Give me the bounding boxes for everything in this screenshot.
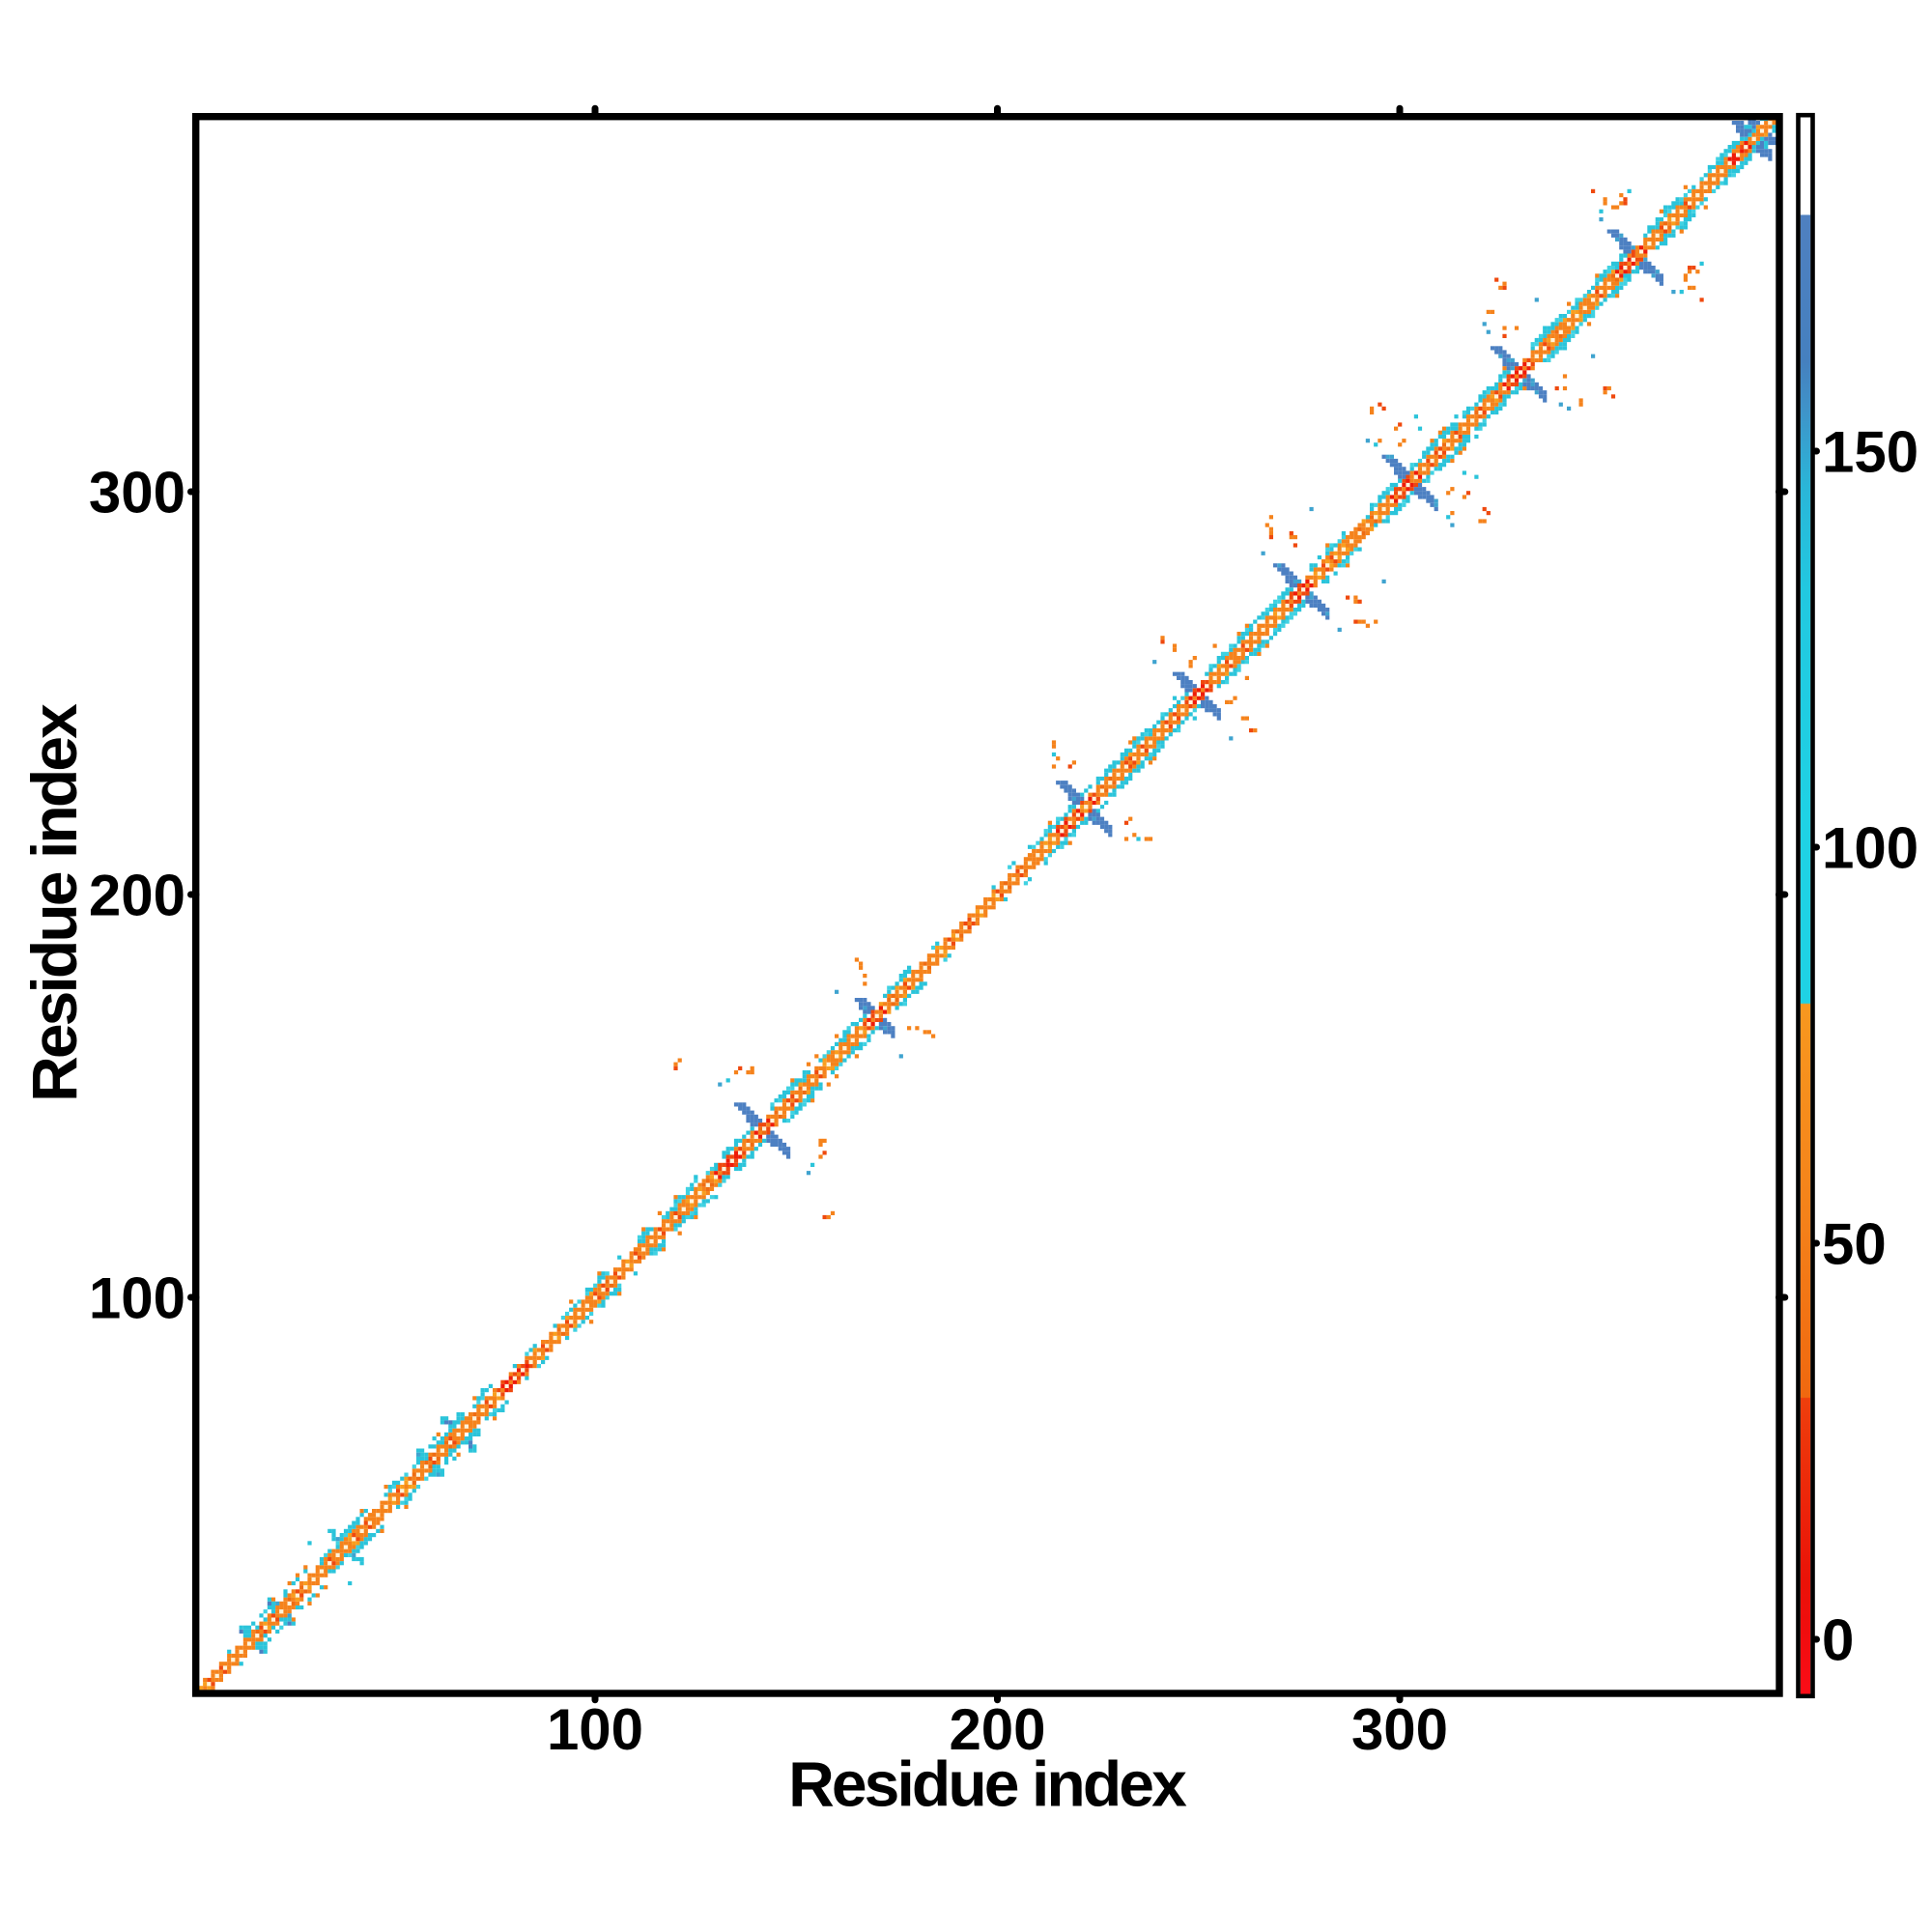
svg-text:50: 50	[1822, 1212, 1887, 1277]
svg-text:300: 300	[89, 461, 185, 526]
svg-text:Residue index: Residue index	[18, 703, 90, 1102]
svg-text:100: 100	[547, 1697, 643, 1762]
svg-text:100: 100	[1822, 816, 1918, 881]
svg-text:150: 150	[1822, 420, 1918, 485]
svg-text:200: 200	[89, 864, 185, 928]
svg-text:0: 0	[1822, 1608, 1854, 1673]
svg-text:100: 100	[89, 1266, 185, 1331]
svg-text:Residue index: Residue index	[788, 1748, 1187, 1820]
svg-text:200: 200	[949, 1697, 1045, 1762]
svg-text:300: 300	[1351, 1697, 1448, 1762]
